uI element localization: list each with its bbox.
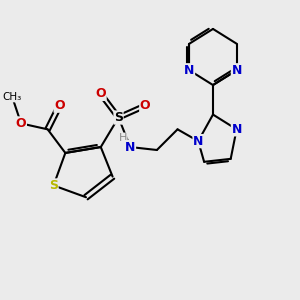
Text: O: O	[140, 99, 150, 112]
Text: S: S	[49, 179, 58, 192]
Text: N: N	[125, 140, 136, 154]
Text: N: N	[184, 64, 194, 77]
Text: O: O	[54, 99, 65, 112]
Text: N: N	[231, 123, 242, 136]
Text: H: H	[119, 133, 127, 143]
Text: N: N	[193, 135, 203, 148]
Text: O: O	[16, 117, 26, 130]
Text: S: S	[114, 111, 123, 124]
Text: O: O	[95, 87, 106, 101]
Text: CH₃: CH₃	[3, 92, 22, 102]
Text: N: N	[231, 64, 242, 77]
